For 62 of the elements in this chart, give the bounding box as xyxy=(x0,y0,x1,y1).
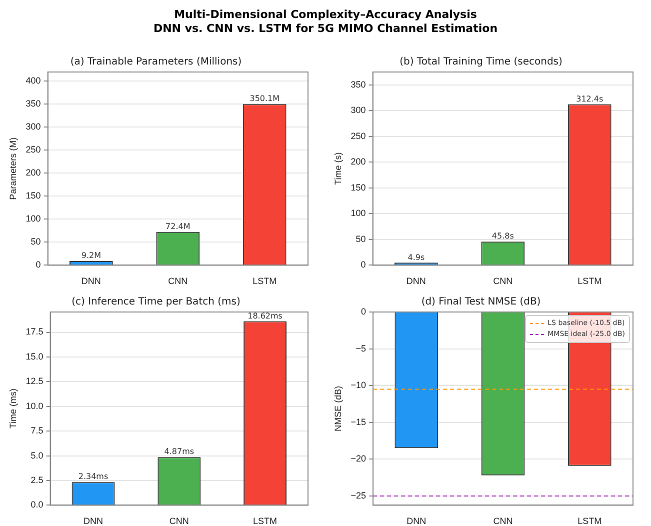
y-tick-label: 12.5 xyxy=(26,376,44,386)
text: DNN vs. CNN vs. LSTM for 5G MIMO Channel Estimation xyxy=(152,22,499,36)
y-axis-title: Time (ms) xyxy=(8,388,18,429)
y-tick-label: 100 xyxy=(26,214,41,224)
y-tick-label: 150 xyxy=(26,190,41,201)
x-tick-label: CNN xyxy=(493,516,513,526)
data-label: 72.4M xyxy=(166,222,190,231)
y-tick-label: 200 xyxy=(26,168,41,178)
y-tick-label: 15.0 xyxy=(26,351,44,362)
y-tick-label: 400 xyxy=(26,76,41,86)
y-tick-label: 200 xyxy=(350,156,366,167)
data-label: 2.34ms xyxy=(78,472,108,482)
x-tick-label: LSTM xyxy=(578,276,602,286)
x-tick-label: CNN xyxy=(168,276,188,286)
x-tick-label: DNN xyxy=(406,276,426,286)
chart-title: (a) Trainable Parameters (Millions) xyxy=(70,56,242,68)
x-tick-label: DNN xyxy=(406,516,426,526)
y-axis-title: NMSE (dB) xyxy=(332,386,343,432)
chart-title: (c) Inference Time per Batch (ms) xyxy=(72,296,240,308)
y-tick-label: 5.0 xyxy=(30,450,44,460)
data-label: 45.8s xyxy=(492,232,514,241)
y-tick-label: 0 xyxy=(360,260,366,270)
y-tick-label: −20 xyxy=(350,454,366,464)
data-label: 4.87ms xyxy=(164,447,194,456)
x-tick-label: LSTM xyxy=(252,276,277,286)
y-tick-label: 50 xyxy=(356,234,366,244)
y-tick-label: −5 xyxy=(356,343,366,354)
data-label: 312.4s xyxy=(576,94,604,104)
data-label: 18.62ms xyxy=(248,311,282,320)
chart-title: (b) Total Training Time (seconds) xyxy=(400,56,563,68)
y-tick-label: 10.0 xyxy=(26,400,44,411)
text: Multi-Dimensional Complexity–Accuracy Analysis xyxy=(173,8,478,22)
y-tick-label: −25 xyxy=(350,490,366,500)
x-tick-label: DNN xyxy=(84,516,104,526)
y-tick-label: 250 xyxy=(350,130,366,141)
y-tick-label: 100 xyxy=(350,208,366,218)
y-axis-title: Time (s) xyxy=(332,152,343,185)
data-label: 4.9s xyxy=(408,252,425,262)
data-label: 350.1M xyxy=(250,94,280,104)
y-tick-label: 0.0 xyxy=(30,500,44,510)
x-tick-label: CNN xyxy=(493,276,513,286)
x-tick-label: LSTM xyxy=(253,516,278,526)
y-tick-label: 7.5 xyxy=(30,426,44,436)
x-tick-label: LSTM xyxy=(578,516,602,526)
data-label: 9.2M xyxy=(81,251,102,260)
y-tick-label: 50 xyxy=(30,236,41,247)
y-tick-label: −10 xyxy=(350,380,366,390)
y-tick-label: 150 xyxy=(350,182,366,192)
y-tick-label: 350 xyxy=(350,79,366,90)
y-tick-label: 17.5 xyxy=(26,326,44,337)
y-tick-label: −15 xyxy=(350,416,366,427)
chart-title: (d) Final Test NMSE (dB) xyxy=(421,296,541,308)
x-tick-label: DNN xyxy=(81,276,101,286)
y-tick-label: 0 xyxy=(361,306,366,316)
y-tick-label: 0 xyxy=(36,260,41,270)
y-tick-label: 2.5 xyxy=(30,474,44,485)
y-tick-label: 350 xyxy=(26,98,41,109)
y-tick-label: 300 xyxy=(350,105,366,116)
x-tick-label: CNN xyxy=(169,516,189,526)
y-axis-title: Parameters (M) xyxy=(8,137,18,200)
y-tick-label: 300 xyxy=(26,122,41,132)
y-tick-label: 250 xyxy=(26,144,41,155)
